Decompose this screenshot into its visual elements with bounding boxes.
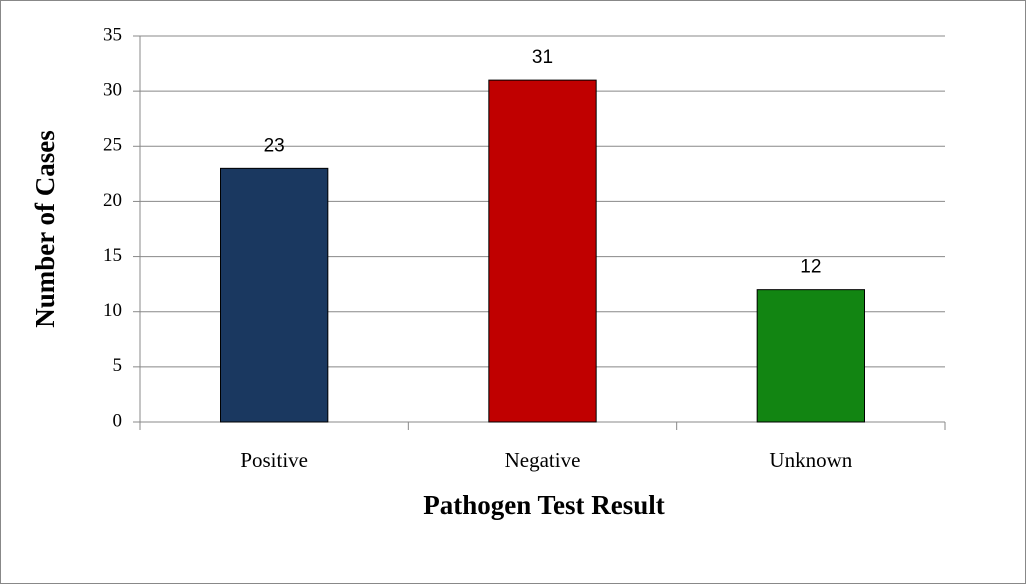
x-tick-label: Negative [505,448,581,472]
x-tick-label: Unknown [769,448,852,472]
bar [220,167,329,423]
bar [756,289,866,423]
y-tick-label: 35 [103,24,122,45]
y-tick-label: 5 [113,355,123,376]
y-tick-label: 25 [103,135,122,156]
bar [488,79,597,423]
data-label: 31 [532,47,553,68]
y-tick-label: 30 [103,80,122,101]
x-tick-label: Positive [240,448,308,472]
data-label: 23 [264,135,285,156]
y-tick-label: 15 [103,245,122,266]
data-label: 12 [800,257,821,278]
y-tick-label: 10 [103,300,122,321]
y-axis-label: Number of Cases [30,130,60,328]
x-axis-label: Pathogen Test Result [423,490,665,520]
y-tick-label: 0 [113,410,123,431]
y-tick-label: 20 [103,190,122,211]
